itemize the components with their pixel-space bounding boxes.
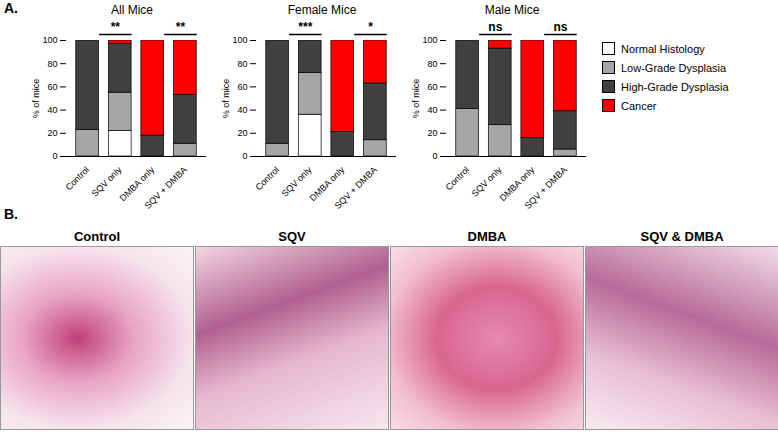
html-text:Female Mice: Female Mice <box>287 3 357 17</box>
svg-text:DMBA only: DMBA only <box>307 164 347 204</box>
svg-text:60: 60 <box>47 82 57 92</box>
svg-text:100: 100 <box>42 35 57 45</box>
html-text:SQV & DMBA: SQV & DMBA <box>640 229 724 244</box>
svg-text:60: 60 <box>427 82 437 92</box>
svg-text:0: 0 <box>432 151 437 161</box>
html-text:High-Grade Dysplasia: High-Grade Dysplasia <box>621 80 729 93</box>
svg-text:40: 40 <box>237 105 247 115</box>
html-text:All Mice: All Mice <box>111 3 153 17</box>
svg-text:DMBA only: DMBA only <box>497 164 537 204</box>
html-text:Low-Grade Dysplasia: Low-Grade Dysplasia <box>621 61 727 74</box>
svg-text:ns: ns <box>553 20 567 34</box>
svg-text:SQV + DMBA: SQV + DMBA <box>333 165 379 211</box>
svg-text:ns: ns <box>488 20 502 34</box>
svg-text:DMBA only: DMBA only <box>117 164 157 204</box>
svg-text:20: 20 <box>47 128 57 138</box>
svg-text:% of mice: % of mice <box>221 79 231 119</box>
html-text:A.: A. <box>4 0 18 16</box>
svg-text:**: ** <box>176 20 186 34</box>
svg-text:100: 100 <box>422 35 437 45</box>
svg-text:SQV + DMBA: SQV + DMBA <box>143 165 189 211</box>
svg-text:100: 100 <box>232 35 247 45</box>
svg-text:80: 80 <box>427 59 437 69</box>
svg-text:40: 40 <box>47 105 57 115</box>
svg-text:SQV only: SQV only <box>470 164 504 198</box>
html-text:Control: Control <box>73 229 121 244</box>
svg-text:0: 0 <box>242 151 247 161</box>
svg-text:SQV only: SQV only <box>90 164 124 198</box>
svg-text:% of mice: % of mice <box>411 79 421 119</box>
html-text:DMBA: DMBA <box>467 229 507 244</box>
svg-text:% of mice: % of mice <box>31 79 41 119</box>
svg-text:20: 20 <box>237 128 247 138</box>
html-text:B.: B. <box>4 206 18 222</box>
svg-text:*: * <box>368 20 373 34</box>
html-text:Normal Histology: Normal Histology <box>621 42 705 55</box>
html-text:Male Mice: Male Mice <box>484 3 540 17</box>
svg-text:SQV + DMBA: SQV + DMBA <box>523 165 569 211</box>
svg-text:0: 0 <box>52 151 57 161</box>
svg-text:20: 20 <box>427 128 437 138</box>
svg-text:Control: Control <box>444 165 472 193</box>
svg-text:***: *** <box>298 20 312 34</box>
html-text:Cancer: Cancer <box>621 99 657 112</box>
svg-text:**: ** <box>111 20 121 34</box>
svg-text:SQV only: SQV only <box>280 164 314 198</box>
svg-text:40: 40 <box>427 105 437 115</box>
svg-text:80: 80 <box>47 59 57 69</box>
html-text:SQV: SQV <box>278 229 306 244</box>
svg-text:Control: Control <box>64 165 92 193</box>
svg-text:Control: Control <box>254 165 282 193</box>
svg-text:80: 80 <box>237 59 247 69</box>
svg-text:60: 60 <box>237 82 247 92</box>
